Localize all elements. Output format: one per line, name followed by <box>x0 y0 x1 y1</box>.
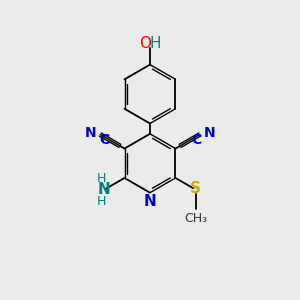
Text: N: N <box>98 182 110 197</box>
Text: S: S <box>190 181 201 196</box>
Text: C: C <box>191 134 201 147</box>
Text: N: N <box>144 194 156 209</box>
Text: CH₃: CH₃ <box>184 212 207 225</box>
Text: H: H <box>149 36 161 51</box>
Text: O: O <box>139 36 151 51</box>
Text: C: C <box>99 134 109 147</box>
Text: H: H <box>97 196 106 208</box>
Text: H: H <box>97 172 106 184</box>
Text: N: N <box>85 126 97 140</box>
Text: N: N <box>203 126 215 140</box>
